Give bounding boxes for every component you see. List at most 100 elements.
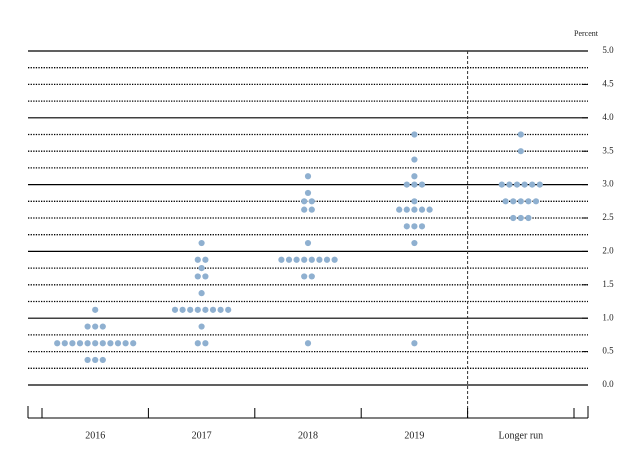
y-tick-label: 2.0 xyxy=(602,245,614,255)
dot xyxy=(513,181,521,188)
dot xyxy=(99,356,106,364)
dot xyxy=(525,214,532,222)
dot xyxy=(532,198,540,205)
dot xyxy=(403,181,410,188)
dot xyxy=(179,306,186,313)
dot xyxy=(403,223,410,230)
x-tick-label: 2019 xyxy=(404,430,424,441)
dot xyxy=(202,273,209,280)
dot xyxy=(418,206,426,213)
dot xyxy=(84,340,91,347)
y-tick-label: 0.5 xyxy=(602,346,614,356)
dot xyxy=(510,198,517,205)
dot xyxy=(411,223,418,230)
y-axis-label: Percent xyxy=(574,29,599,38)
dot xyxy=(411,206,418,213)
dot xyxy=(92,356,99,364)
dot xyxy=(92,323,99,330)
dot xyxy=(202,306,209,313)
dot xyxy=(61,340,68,347)
dot xyxy=(301,273,308,280)
dot xyxy=(304,340,312,347)
dot xyxy=(403,206,410,213)
dot xyxy=(426,206,433,213)
dot xyxy=(411,239,418,247)
dot xyxy=(107,340,114,347)
dot xyxy=(316,256,323,263)
dot xyxy=(198,265,205,272)
dot xyxy=(301,198,308,205)
dot xyxy=(506,181,513,188)
dot xyxy=(99,323,106,330)
dot xyxy=(331,256,338,263)
dot xyxy=(301,206,308,213)
dot xyxy=(396,206,403,213)
dot xyxy=(536,181,543,188)
dot xyxy=(517,131,524,138)
dot xyxy=(69,340,76,347)
y-tick-label: 4.0 xyxy=(602,112,614,122)
dot xyxy=(411,198,418,205)
dot xyxy=(171,306,179,313)
dot xyxy=(502,198,509,205)
x-tick-label: Longer run xyxy=(498,430,543,441)
dot xyxy=(202,340,209,347)
dot xyxy=(54,340,61,347)
dot xyxy=(323,256,331,263)
dot xyxy=(198,323,205,330)
dot xyxy=(194,273,201,280)
dot xyxy=(510,214,517,222)
dot xyxy=(225,306,232,313)
dot xyxy=(308,198,315,205)
dot xyxy=(84,323,91,330)
dot xyxy=(198,290,205,297)
dot xyxy=(198,239,205,247)
dot xyxy=(304,239,312,247)
dot xyxy=(122,340,129,347)
dot xyxy=(187,306,194,313)
x-tick-label: 2017 xyxy=(192,430,212,441)
dot xyxy=(84,356,91,364)
dot xyxy=(278,256,285,263)
y-tick-label: 1.0 xyxy=(602,312,614,322)
dot xyxy=(76,340,84,347)
dot xyxy=(529,181,536,188)
dot xyxy=(411,181,418,188)
dot xyxy=(517,148,524,155)
dot xyxy=(517,214,524,222)
y-tick-label: 3.0 xyxy=(602,179,614,189)
dot xyxy=(521,181,528,188)
dot xyxy=(99,340,106,347)
y-tick-label: 1.5 xyxy=(602,279,614,289)
dot xyxy=(301,256,308,263)
x-tick-label: 2016 xyxy=(85,430,105,441)
dot xyxy=(411,131,418,138)
dot xyxy=(285,256,293,263)
y-tick-label: 0.0 xyxy=(602,379,614,389)
dot xyxy=(418,223,426,230)
dot xyxy=(194,340,201,347)
dot xyxy=(114,340,122,347)
dot xyxy=(194,306,201,313)
dot xyxy=(304,189,312,197)
dot xyxy=(92,306,99,313)
dot xyxy=(411,156,418,163)
dot xyxy=(517,198,524,205)
dot xyxy=(293,256,300,263)
dot xyxy=(308,256,315,263)
x-tick-label: 2018 xyxy=(298,430,318,441)
dot xyxy=(194,256,201,263)
dot xyxy=(498,181,505,188)
y-tick-label: 2.5 xyxy=(602,212,614,222)
dot xyxy=(209,306,217,313)
dot xyxy=(411,340,418,347)
dot xyxy=(130,340,137,347)
y-tick-label: 5.0 xyxy=(602,45,614,55)
dot xyxy=(308,206,315,213)
dot xyxy=(418,181,426,188)
dot xyxy=(92,340,99,347)
dot xyxy=(411,173,418,180)
y-tick-label: 4.5 xyxy=(602,78,614,88)
dot xyxy=(308,273,315,280)
